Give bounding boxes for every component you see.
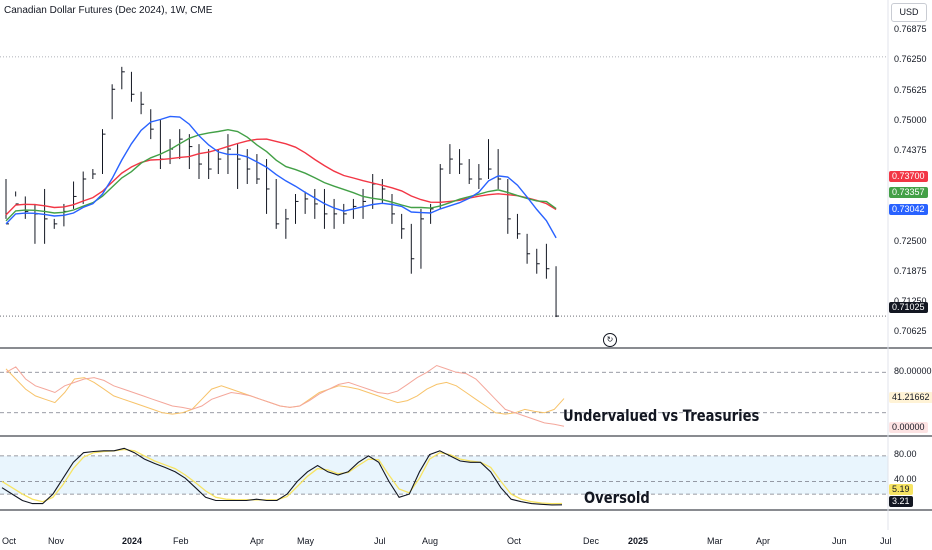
- price-panel: [0, 56, 888, 318]
- time-axis-label: Apr: [756, 536, 771, 546]
- osc1-series-line: [5, 364, 565, 427]
- price-badge: 0.71025: [889, 302, 928, 313]
- time-axis-label: 2025: [628, 536, 649, 546]
- price-tick-label: 0.76875: [894, 24, 927, 34]
- oscillator-2-panel: [0, 447, 888, 506]
- ma-green-line: [5, 128, 557, 222]
- osc1-series-line: [5, 368, 565, 415]
- price-badge: 0.73700: [889, 171, 928, 182]
- osc2-tick-label: 40.00: [894, 474, 917, 484]
- time-axis-label: Jul: [880, 536, 892, 546]
- osc2-band: [0, 455, 888, 495]
- currency-button[interactable]: USD: [891, 3, 927, 22]
- time-axis-label: Dec: [583, 536, 600, 546]
- time-axis-label: Jun: [832, 536, 847, 546]
- annotation-undervalued: Undervalued vs Treasuries: [563, 406, 760, 425]
- osc2-series-line: [1, 448, 563, 505]
- osc2-tick-label: 80.00: [894, 449, 917, 459]
- osc2-series-line: [1, 447, 563, 506]
- price-tick-label: 0.76250: [894, 54, 927, 64]
- time-axis-label: Oct: [2, 536, 17, 546]
- price-tick-label: 0.72500: [894, 236, 927, 246]
- price-badge: 0.73357: [889, 187, 928, 198]
- osc1-badge: 41.21662: [889, 392, 932, 403]
- time-axis-label: Oct: [507, 536, 522, 546]
- oscillator-1-panel: [0, 364, 888, 427]
- chart-title: Canadian Dollar Futures (Dec 2024), 1W, …: [4, 5, 213, 16]
- time-axis-label: Mar: [707, 536, 723, 546]
- osc1-tick-label: 80.00000: [894, 366, 932, 376]
- time-axis-label: May: [297, 536, 315, 546]
- ma-red-line: [5, 138, 557, 216]
- time-axis-label: Aug: [422, 536, 439, 546]
- time-axis-label: Nov: [48, 536, 65, 546]
- replay-icon[interactable]: ↻: [603, 333, 617, 347]
- ma-blue-line: [5, 115, 557, 239]
- price-tick-label: 0.70625: [894, 326, 927, 336]
- time-axis-label: 2024: [122, 536, 143, 546]
- price-tick-label: 0.74375: [894, 145, 927, 155]
- time-axis-label: Apr: [250, 536, 265, 546]
- osc2-badge: 3.21: [889, 496, 913, 507]
- time-axis-label: Jul: [374, 536, 386, 546]
- price-badge: 0.73042: [889, 204, 928, 215]
- price-tick-label: 0.71875: [894, 266, 927, 276]
- panel-separators: [0, 0, 932, 530]
- price-tick-label: 0.75625: [894, 85, 927, 95]
- annotation-oversold: Oversold: [584, 488, 650, 507]
- time-axis-label: Feb: [173, 536, 189, 546]
- osc1-badge: 0.00000: [889, 422, 928, 433]
- price-tick-label: 0.71250: [894, 296, 927, 306]
- price-tick-label: 0.75000: [894, 115, 927, 125]
- osc2-badge: 5.19: [889, 484, 913, 495]
